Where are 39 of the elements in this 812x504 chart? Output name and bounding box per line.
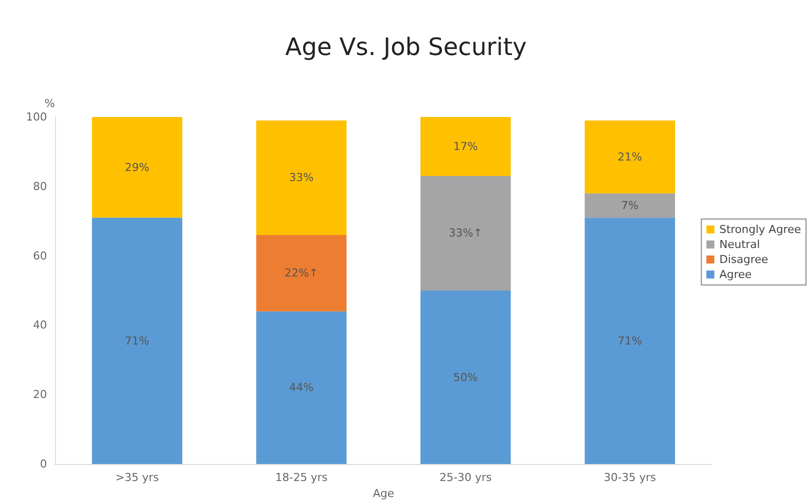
chart-title: Age Vs. Job Security <box>285 33 527 61</box>
y-tick-label: 80 <box>33 180 47 193</box>
data-label: 7% <box>621 198 639 212</box>
legend-label: Neutral <box>719 238 760 251</box>
legend-label: Disagree <box>719 253 768 266</box>
y-tick-label: 0 <box>40 458 47 470</box>
data-label: 29% <box>124 160 150 174</box>
x-tick-label: >35 yrs <box>115 471 160 484</box>
legend-label: Agree <box>719 268 752 281</box>
bar <box>256 234 347 312</box>
bar <box>584 218 676 464</box>
x-tick-label: 18-25 yrs <box>275 471 328 484</box>
bar <box>420 176 511 290</box>
bar <box>92 117 182 218</box>
bar <box>420 117 511 176</box>
data-label: 17% <box>453 140 478 153</box>
bar <box>92 218 182 464</box>
data-label: 33%↑ <box>448 226 482 240</box>
y-tick-label: 60 <box>33 249 47 262</box>
bar <box>256 120 347 235</box>
x-tick-label: 25-30 yrs <box>440 471 492 484</box>
data-label: 22%↑ <box>284 266 318 280</box>
legend-label: Strongly Agree <box>719 223 802 236</box>
data-label: 44% <box>289 381 314 394</box>
y-tick-label: 40 <box>33 318 47 332</box>
y-tick-label: 20 <box>33 388 47 402</box>
bar <box>256 311 347 464</box>
x-tick-label: 30-35 yrs <box>604 471 656 484</box>
data-label: 33% <box>289 171 314 184</box>
data-label: 71% <box>618 334 642 348</box>
bar <box>584 120 676 194</box>
data-label: 50% <box>453 370 478 384</box>
x-axis-title: Age <box>372 487 394 500</box>
y-axis-title: % <box>44 97 55 110</box>
data-label: 21% <box>618 150 642 164</box>
bar <box>584 193 676 218</box>
bar <box>420 290 511 464</box>
y-tick-label: 100 <box>26 110 47 124</box>
data-label: 71% <box>124 334 150 348</box>
